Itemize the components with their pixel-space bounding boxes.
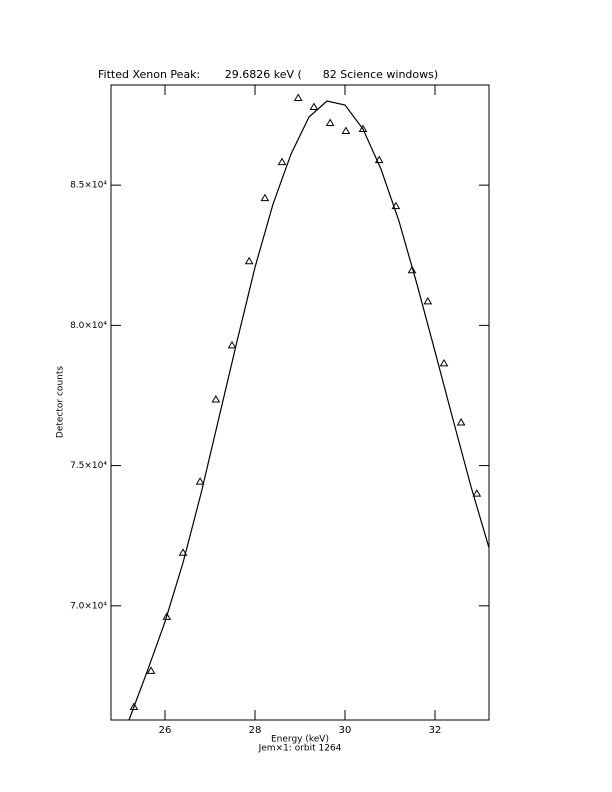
- x-axis-label: Energy (keV): [271, 735, 329, 745]
- chart-title: Fitted Xenon Peak: 29.6826 keV ( 82 Scie…: [98, 68, 438, 81]
- data-point: [178, 548, 188, 556]
- y-axis-label: Detector counts: [56, 366, 66, 438]
- x-tick-label: 28: [249, 725, 262, 736]
- data-point: [309, 102, 319, 111]
- data-point: [146, 666, 156, 674]
- data-point: [260, 193, 270, 202]
- x-tick-label: 30: [339, 725, 352, 736]
- data-point: [472, 489, 482, 497]
- data-point: [423, 296, 433, 305]
- data-point: [293, 93, 303, 102]
- x-tick-label: 32: [429, 725, 442, 736]
- data-point: [325, 118, 335, 127]
- data-point: [341, 126, 351, 135]
- data-point: [162, 612, 172, 620]
- fit-line: [128, 100, 490, 721]
- data-point: [407, 265, 417, 274]
- data-point: [277, 157, 287, 166]
- data-point: [456, 418, 466, 426]
- data-point: [374, 155, 384, 164]
- subtitle: Jem×1: orbit 1264: [258, 744, 342, 754]
- plot-frame: [110, 84, 490, 721]
- x-tick-label: 26: [159, 725, 172, 736]
- y-tick-label: 8.5×10⁴: [70, 181, 107, 191]
- data-point: [244, 256, 254, 265]
- data-point: [129, 702, 139, 710]
- y-tick-label: 7.0×10⁴: [70, 601, 107, 611]
- data-point: [358, 124, 368, 133]
- y-tick-label: 8.0×10⁴: [70, 321, 107, 331]
- data-point: [211, 395, 221, 403]
- data-point: [195, 477, 205, 485]
- data-point: [439, 358, 449, 367]
- y-tick-label: 7.5×10⁴: [70, 461, 107, 471]
- data-point: [227, 340, 237, 349]
